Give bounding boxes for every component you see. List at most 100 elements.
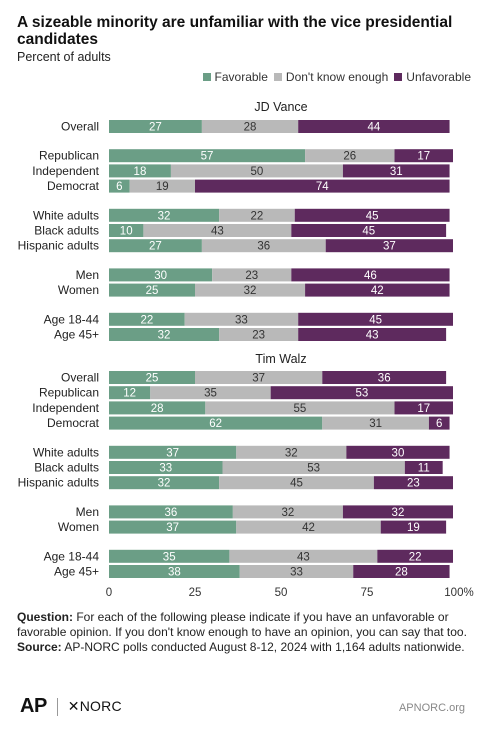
bar-dont-know-g2-r1: [195, 371, 323, 384]
category-label-g2-r7: Hispanic adults: [18, 476, 99, 490]
data-label-unfavorable-g2-r5: 30: [392, 447, 405, 459]
bar-dont-know-g1-r5: [219, 208, 295, 222]
data-label-unfavorable-g1-r7: 37: [383, 241, 396, 253]
data-label-dont-know-g1-r9: 32: [244, 285, 257, 297]
data-label-favorable-g1-r11: 32: [158, 330, 171, 342]
data-label-favorable-g2-r5: 37: [166, 447, 179, 459]
bar-unfavorable-g2-r9: [380, 520, 447, 534]
data-label-unfavorable-g1-r10: 45: [369, 314, 382, 326]
source-label: Source:: [17, 640, 62, 654]
data-label-dont-know-g2-r10: 43: [297, 551, 310, 563]
bar-unfavorable-g1-r9: [305, 283, 450, 297]
data-label-favorable-g1-r10: 22: [140, 314, 153, 326]
data-label-unfavorable-g2-r3: 17: [417, 403, 430, 415]
bar-favorable-g1-r5: [109, 208, 220, 222]
category-label-g2-r5: White adults: [33, 445, 99, 459]
bar-favorable-g1-r11: [109, 328, 220, 341]
legend-swatch-favorable: [202, 73, 211, 81]
data-label-favorable-g2-r1: 25: [146, 373, 159, 385]
bar-unfavorable-g1-r6: [291, 224, 447, 237]
bar-favorable-g2-r11: [109, 565, 240, 578]
bar-dont-know-g2-r8: [232, 505, 343, 519]
bar-unfavorable-g2-r8: [342, 505, 453, 519]
category-label-g2-r3: Independent: [32, 401, 99, 415]
chart-subtitle: Percent of adults: [17, 50, 111, 64]
category-label-g2-r11: Age 45+: [54, 565, 99, 579]
data-label-dont-know-g2-r11: 33: [290, 567, 303, 579]
legend: Favorable Don't know enough Unfavorable: [202, 70, 471, 84]
bar-unfavorable-g1-r8: [291, 268, 450, 282]
category-label-g1-r3: Independent: [32, 164, 99, 178]
bar-unfavorable-g2-r10: [377, 549, 453, 563]
bar-unfavorable-g2-r2: [270, 386, 453, 400]
bar-unfavorable-g1-r7: [325, 239, 453, 253]
bar-unfavorable-g2-r5: [346, 445, 450, 459]
data-label-unfavorable-g1-r9: 42: [371, 285, 384, 297]
stacked-bar-chart: JD Vance Overall 27 28 44 Republican 57 26 17 Ind…: [18, 100, 474, 599]
data-label-dont-know-g1-r3: 50: [251, 166, 264, 178]
category-label-g1-r11: Age 45+: [54, 328, 99, 342]
bar-favorable-g1-r10: [109, 312, 185, 326]
data-label-favorable-g2-r6: 33: [159, 463, 172, 475]
bar-favorable-g2-r2: [109, 386, 151, 400]
data-label-dont-know-g2-r1: 37: [252, 373, 265, 385]
category-label-g2-r6: Black adults: [34, 461, 99, 475]
bar-unfavorable-g1-r4: [195, 179, 450, 193]
legend-swatch-dont-know: [273, 73, 282, 81]
x-tick-label-4: 75: [361, 587, 374, 599]
data-label-favorable-g1-r4: 6: [116, 181, 122, 193]
bar-dont-know-g1-r11: [219, 328, 299, 341]
bar-favorable-g1-r3: [109, 164, 171, 178]
bar-dont-know-g2-r10: [229, 549, 378, 563]
data-label-favorable-g2-r9: 37: [166, 522, 179, 534]
data-label-unfavorable-g1-r1: 44: [367, 122, 380, 134]
bar-unfavorable-g1-r10: [298, 312, 453, 326]
bar-dont-know-g2-r5: [236, 445, 347, 459]
bar-dont-know-g1-r4: [129, 179, 195, 193]
bar-favorable-g2-r7: [109, 476, 220, 490]
data-label-favorable-g2-r8: 36: [165, 507, 178, 519]
logo-divider: [56, 697, 58, 716]
bar-favorable-g1-r7: [109, 239, 202, 253]
category-label-g1-r8: Men: [76, 268, 99, 282]
bar-favorable-g1-r1: [109, 120, 202, 133]
data-label-favorable-g2-r2: 12: [123, 388, 136, 400]
category-label-g2-r4: Democrat: [47, 416, 100, 430]
legend-item-dont-know: Don't know enough: [273, 70, 388, 84]
data-label-dont-know-g2-r3: 55: [294, 403, 307, 415]
group-title-1: JD Vance: [254, 100, 307, 114]
data-label-unfavorable-g2-r4: 6: [436, 418, 442, 430]
question-text: For each of the following please indicat…: [17, 610, 467, 639]
data-label-favorable-g2-r3: 28: [151, 403, 164, 415]
data-label-unfavorable-g2-r10: 22: [409, 551, 422, 563]
bar-dont-know-g1-r10: [184, 312, 299, 326]
data-label-unfavorable-g1-r8: 46: [364, 270, 377, 282]
source-note: Source: AP-NORC polls conducted August 8…: [17, 640, 477, 655]
data-label-favorable-g2-r7: 32: [158, 478, 171, 490]
x-tick-label-5: 100%: [444, 587, 473, 599]
x-tick-label-3: 50: [275, 587, 288, 599]
bar-favorable-g2-r10: [109, 549, 230, 563]
bar-dont-know-g2-r4: [322, 416, 429, 430]
legend-item-favorable: Favorable: [202, 70, 268, 84]
data-label-dont-know-g1-r5: 22: [251, 210, 264, 222]
bar-unfavorable-g1-r5: [294, 208, 450, 222]
data-label-unfavorable-g1-r6: 45: [362, 226, 375, 238]
data-label-dont-know-g1-r10: 33: [235, 314, 248, 326]
bar-favorable-g1-r4: [109, 179, 130, 193]
bar-favorable-g2-r1: [109, 371, 195, 384]
norc-logo: ✕NORC: [67, 698, 122, 714]
bar-unfavorable-g1-r1: [298, 120, 450, 133]
data-label-unfavorable-g2-r9: 19: [407, 522, 420, 534]
data-label-dont-know-g1-r7: 36: [257, 241, 270, 253]
norc-logo-text: NORC: [79, 698, 122, 714]
data-label-unfavorable-g2-r11: 28: [395, 567, 408, 579]
bar-favorable-g1-r6: [109, 224, 144, 237]
bar-favorable-g2-r8: [109, 505, 233, 519]
data-label-dont-know-g2-r8: 32: [281, 507, 294, 519]
x-tick-label-1: 0: [106, 587, 112, 599]
bar-dont-know-g1-r8: [212, 268, 292, 282]
data-label-unfavorable-g2-r2: 53: [355, 388, 368, 400]
bar-unfavorable-g1-r3: [342, 164, 450, 178]
data-label-dont-know-g2-r6: 53: [307, 463, 320, 475]
